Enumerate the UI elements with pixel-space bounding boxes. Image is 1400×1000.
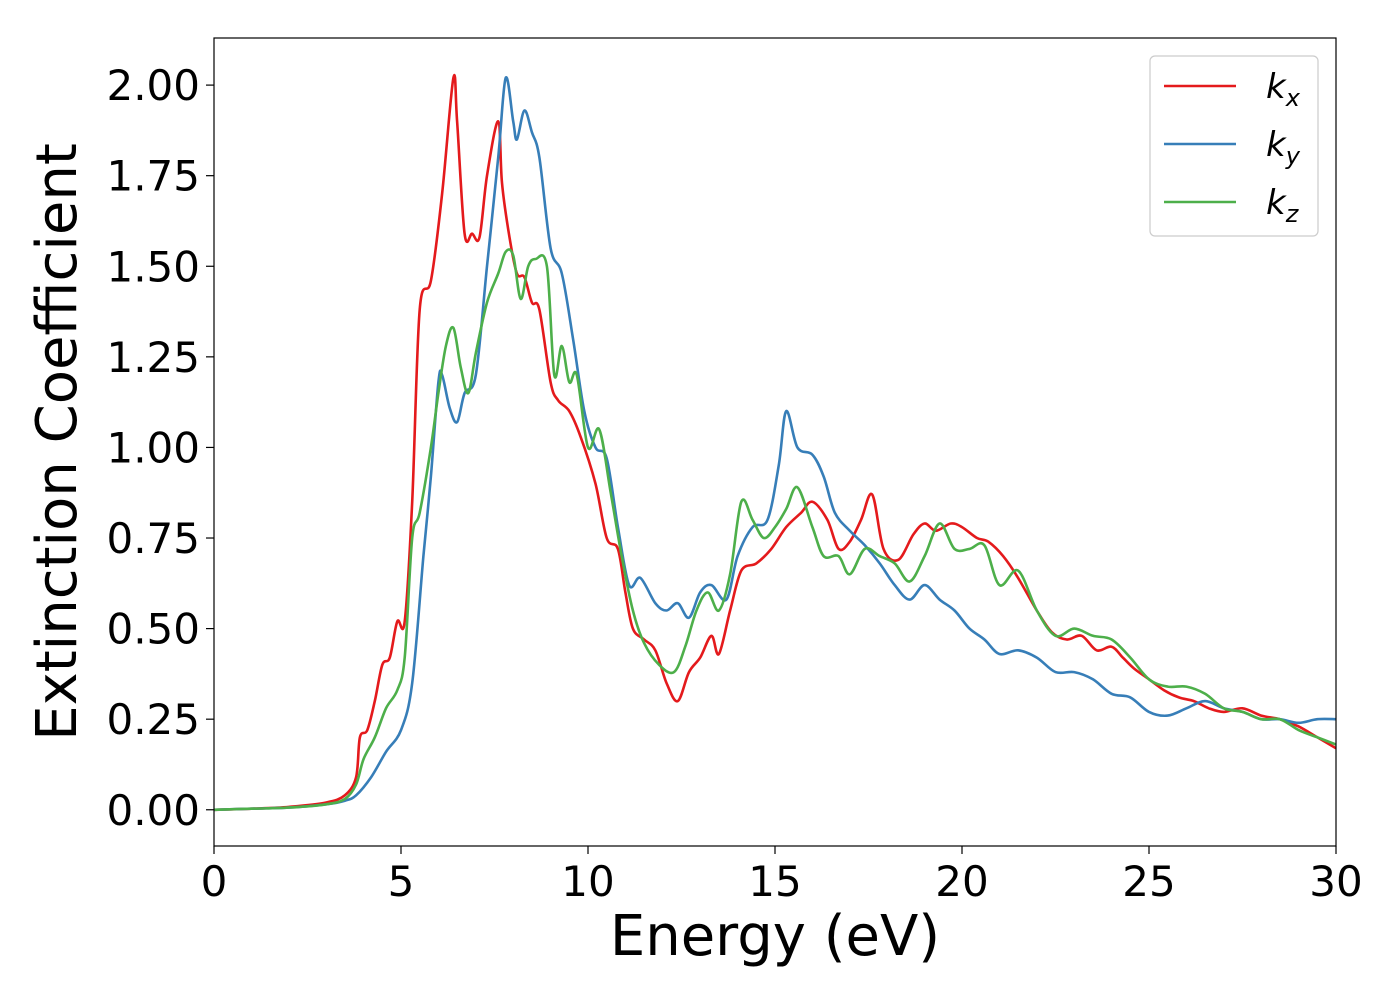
- plot-area: [214, 74, 1336, 812]
- y-tick-label: 2.00: [106, 61, 200, 110]
- x-tick-label: 15: [748, 857, 801, 906]
- x-axis-title: Energy (eV): [610, 904, 940, 969]
- y-tick-label: 0.75: [106, 514, 200, 563]
- legend-label-z: kz: [1266, 183, 1300, 228]
- x-tick-label: 25: [1122, 857, 1175, 906]
- x-axis: 0 5 10 15 20 25 30: [201, 846, 1363, 906]
- legend-label-x: kx: [1266, 67, 1301, 112]
- y-axis: 0.00 0.25 0.50 0.75 1.00 1.25 1.50 1.75 2.00: [106, 61, 214, 835]
- legend: kx ky kz: [1149, 55, 1319, 237]
- x-tick-label: 0: [201, 857, 228, 906]
- legend-label-y: ky: [1266, 125, 1301, 170]
- y-tick-label: 1.25: [106, 333, 200, 382]
- series-line-z: [214, 248, 1336, 812]
- y-tick-label: 0.50: [106, 605, 200, 654]
- x-tick-label: 30: [1309, 857, 1362, 906]
- x-tick-label: 20: [935, 857, 988, 906]
- x-tick-label: 5: [388, 857, 415, 906]
- x-tick-label: 10: [561, 857, 614, 906]
- y-tick-label: 0.00: [106, 786, 200, 835]
- legend-box: [1149, 55, 1319, 237]
- series-line-x: [214, 74, 1336, 812]
- y-tick-label: 0.25: [106, 695, 200, 744]
- y-tick-label: 1.00: [106, 423, 200, 472]
- y-axis-title: Extinction Coefficient: [25, 143, 90, 741]
- y-tick-label: 1.50: [106, 242, 200, 291]
- y-tick-label: 1.75: [106, 152, 200, 201]
